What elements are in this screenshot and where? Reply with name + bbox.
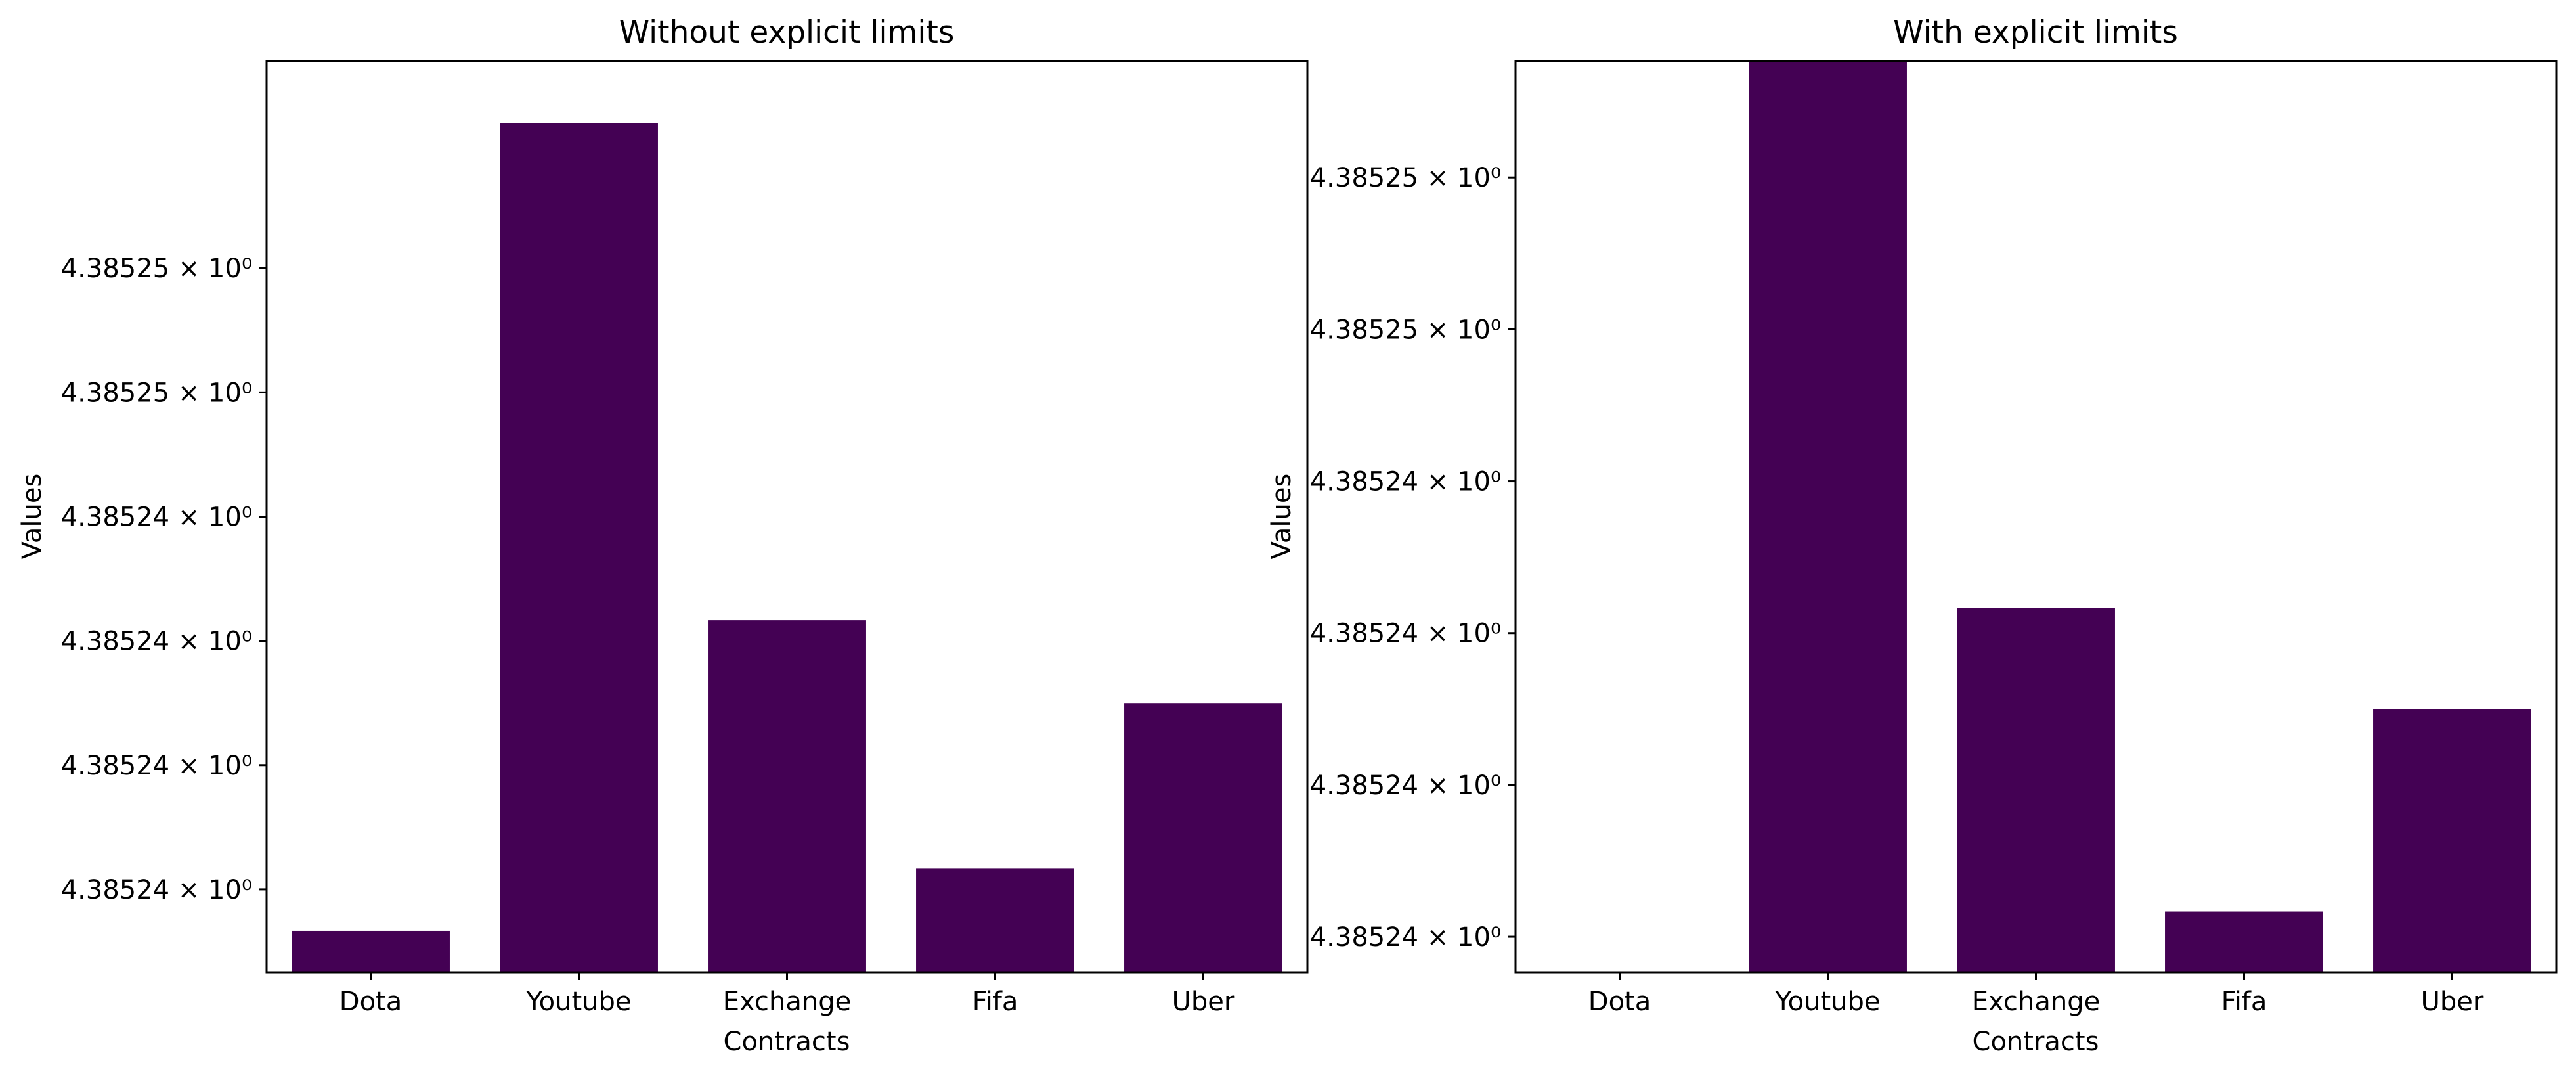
y-tick-label: 4.38524 × 10⁰ — [1310, 467, 1501, 497]
subplot-left: Without explicit limits 4.38524 × 10⁰4.3… — [17, 14, 1309, 1057]
bar-fifa — [2165, 911, 2323, 972]
bar-youtube — [500, 123, 658, 973]
subplot-right: With explicit limits 4.38524 × 10⁰4.3852… — [1267, 14, 2558, 1057]
x-tick-label: Youtube — [526, 987, 632, 1017]
bar-uber — [2373, 709, 2531, 972]
x-axis-label-right: Contracts — [1973, 1027, 2099, 1057]
x-tick-label: Uber — [2421, 987, 2484, 1017]
x-tick-label: Exchange — [723, 987, 851, 1017]
y-tick-label: 4.38524 × 10⁰ — [1310, 619, 1501, 649]
x-tick-label: Dota — [1588, 987, 1651, 1017]
y-tick-label: 4.38525 × 10⁰ — [1310, 315, 1501, 345]
bars-right — [1749, 61, 2531, 972]
x-ticks-right: Dota Youtube Exchange Fifa Uber — [1588, 972, 2484, 1017]
x-tick-label: Dota — [339, 987, 402, 1017]
bar-dota — [292, 930, 450, 972]
bar-exchange — [1957, 608, 2115, 972]
x-axis-label-left: Contracts — [724, 1027, 850, 1057]
x-ticks-left: Dota Youtube Exchange Fifa Uber — [339, 972, 1235, 1017]
y-tick-label: 4.38524 × 10⁰ — [61, 875, 252, 905]
y-tick-label: 4.38524 × 10⁰ — [61, 627, 252, 657]
y-tick-label: 4.38525 × 10⁰ — [61, 378, 252, 408]
y-tick-label: 4.38525 × 10⁰ — [61, 254, 252, 284]
y-tick-label: 4.38525 × 10⁰ — [1310, 163, 1501, 193]
bar-exchange — [708, 620, 866, 972]
bar-uber — [1124, 703, 1282, 972]
y-ticks-right: 4.38524 × 10⁰ 4.38524 × 10⁰ 4.38524 × 10⁰ 4… — [1310, 163, 1516, 953]
bars-left — [292, 123, 1282, 973]
y-ticks-left: 4.38524 × 10⁰ 4.38524 × 10⁰ 4.38524 × 10⁰ 4… — [61, 254, 267, 905]
x-tick-label: Fifa — [2221, 987, 2267, 1017]
y-tick-label: 4.38524 × 10⁰ — [61, 751, 252, 781]
chart-title-left: Without explicit limits — [619, 14, 955, 51]
x-tick-label: Uber — [1172, 987, 1235, 1017]
x-tick-label: Youtube — [1775, 987, 1881, 1017]
y-tick-label: 4.38524 × 10⁰ — [1310, 922, 1501, 953]
y-tick-label: 4.38524 × 10⁰ — [61, 503, 252, 533]
bar-fifa — [916, 868, 1074, 972]
y-tick-label: 4.38524 × 10⁰ — [1310, 771, 1501, 801]
x-tick-label: Exchange — [1972, 987, 2100, 1017]
bar-youtube — [1749, 61, 1907, 972]
y-axis-label-left: Values — [17, 474, 47, 560]
y-axis-label-right: Values — [1267, 474, 1297, 560]
x-tick-label: Fifa — [972, 987, 1018, 1017]
chart-title-right: With explicit limits — [1893, 14, 2178, 51]
